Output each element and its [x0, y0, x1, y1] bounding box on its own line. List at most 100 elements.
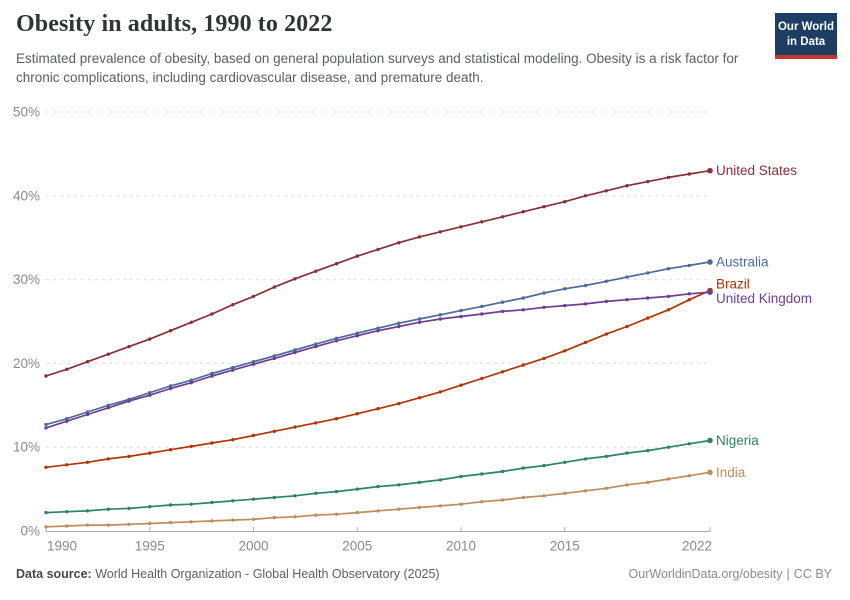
data-point-india-2015[interactable] — [563, 491, 567, 495]
data-point-brazil-2009[interactable] — [438, 390, 442, 394]
data-point-united-states-1996[interactable] — [168, 329, 173, 333]
data-point-australia-2017[interactable] — [604, 279, 608, 283]
data-point-india-1990[interactable] — [44, 525, 48, 529]
data-point-brazil-2001[interactable] — [272, 429, 276, 433]
data-point-nigeria-2013[interactable] — [521, 466, 525, 470]
data-point-australia-1995[interactable] — [148, 391, 152, 395]
data-point-india-2012[interactable] — [500, 498, 505, 502]
data-point-nigeria-2002[interactable] — [293, 494, 297, 498]
data-point-australia-2013[interactable] — [521, 296, 525, 300]
data-point-nigeria-2009[interactable] — [438, 478, 442, 482]
data-point-united-states-2016[interactable] — [583, 194, 588, 198]
data-point-nigeria-1999[interactable] — [231, 499, 235, 503]
data-point-brazil-1999[interactable] — [231, 438, 235, 442]
data-point-india-2001[interactable] — [272, 515, 276, 520]
data-point-united-states-2008[interactable] — [417, 235, 422, 239]
data-point-australia-2003[interactable] — [314, 342, 318, 346]
data-point-brazil-2015[interactable] — [563, 349, 567, 353]
data-point-nigeria-2011[interactable] — [480, 472, 484, 476]
data-point-nigeria-1993[interactable] — [106, 507, 111, 511]
data-point-brazil-2020[interactable] — [666, 308, 671, 312]
data-point-india-2020[interactable] — [666, 477, 671, 481]
data-point-united-kingdom-2007[interactable] — [397, 324, 401, 329]
data-point-nigeria-2018[interactable] — [625, 451, 629, 455]
data-point-nigeria-2007[interactable] — [397, 483, 401, 487]
data-point-nigeria-2017[interactable] — [604, 454, 608, 459]
data-point-brazil-2010[interactable] — [459, 383, 463, 387]
data-point-united-states-1991[interactable] — [65, 367, 69, 371]
data-point-united-states-2009[interactable] — [438, 230, 442, 234]
data-point-australia-2007[interactable] — [397, 321, 401, 325]
data-point-india-2010[interactable] — [459, 502, 463, 506]
data-point-united-kingdom-1997[interactable] — [189, 381, 193, 385]
data-point-united-kingdom-2001[interactable] — [272, 356, 276, 361]
series-line-nigeria[interactable] — [45, 439, 711, 514]
data-point-united-kingdom-2014[interactable] — [542, 305, 546, 309]
data-point-nigeria-1991[interactable] — [65, 510, 69, 514]
series-label-australia[interactable]: Australia — [716, 255, 769, 270]
data-point-united-states-2013[interactable] — [521, 210, 525, 214]
data-point-india-1995[interactable] — [148, 521, 152, 526]
data-point-united-kingdom-2000[interactable] — [251, 362, 256, 366]
data-point-united-states-1994[interactable] — [127, 344, 131, 349]
data-point-australia-2021[interactable] — [687, 263, 691, 268]
data-point-brazil-2012[interactable] — [500, 370, 505, 374]
data-point-india-2007[interactable] — [397, 507, 401, 511]
data-point-united-states-2012[interactable] — [500, 215, 505, 219]
data-point-united-kingdom-1991[interactable] — [65, 419, 69, 423]
data-point-india-2017[interactable] — [604, 486, 608, 490]
data-point-india-2009[interactable] — [438, 504, 442, 508]
data-point-united-states-2000[interactable] — [251, 294, 256, 299]
data-point-united-states-2017[interactable] — [604, 189, 608, 193]
data-point-united-kingdom-1992[interactable] — [85, 412, 90, 417]
data-point-brazil-2004[interactable] — [334, 417, 339, 421]
data-point-nigeria-2010[interactable] — [459, 474, 463, 479]
data-point-nigeria-2005[interactable] — [355, 487, 359, 491]
data-point-united-kingdom-1998[interactable] — [210, 374, 214, 378]
data-point-united-states-2011[interactable] — [480, 220, 484, 224]
data-point-nigeria-2019[interactable] — [646, 448, 650, 453]
data-point-brazil-1994[interactable] — [127, 454, 131, 459]
data-point-australia-2009[interactable] — [438, 313, 442, 317]
data-point-united-states-2007[interactable] — [397, 241, 401, 245]
data-point-united-kingdom-1996[interactable] — [168, 386, 173, 391]
data-point-brazil-1991[interactable] — [65, 463, 69, 467]
series-label-united-kingdom[interactable]: United Kingdom — [716, 291, 812, 306]
data-point-india-2003[interactable] — [314, 513, 318, 517]
data-point-brazil-2011[interactable] — [480, 376, 484, 381]
data-point-nigeria-2008[interactable] — [417, 480, 422, 485]
owid-link[interactable]: OurWorldinData.org/obesity — [628, 567, 783, 581]
data-point-united-kingdom-2018[interactable] — [625, 298, 629, 302]
data-point-india-1997[interactable] — [189, 520, 193, 524]
data-point-brazil-2021[interactable] — [687, 298, 691, 302]
data-point-australia-1999[interactable] — [231, 365, 235, 370]
data-point-united-states-2001[interactable] — [272, 285, 276, 289]
series-label-united-states[interactable]: United States — [716, 163, 797, 178]
data-point-india-1991[interactable] — [65, 524, 69, 528]
data-point-united-kingdom-2005[interactable] — [355, 334, 359, 338]
data-point-india-1998[interactable] — [210, 519, 214, 523]
data-point-nigeria-2021[interactable] — [687, 442, 691, 446]
data-point-australia-2006[interactable] — [376, 326, 380, 330]
data-point-india-2004[interactable] — [334, 512, 339, 516]
data-point-australia-2004[interactable] — [334, 336, 339, 340]
data-point-india-2005[interactable] — [355, 510, 359, 515]
data-point-united-kingdom-2008[interactable] — [417, 320, 422, 324]
data-point-nigeria-1995[interactable] — [148, 505, 152, 509]
data-point-nigeria-2014[interactable] — [542, 463, 546, 468]
data-point-brazil-2016[interactable] — [583, 340, 588, 345]
series-line-brazil[interactable] — [45, 289, 711, 469]
data-point-united-kingdom-2015[interactable] — [563, 303, 567, 308]
data-point-australia-1991[interactable] — [65, 417, 69, 421]
data-point-united-kingdom-2012[interactable] — [500, 309, 505, 314]
data-point-brazil-2005[interactable] — [355, 412, 359, 416]
data-point-united-states-1998[interactable] — [210, 312, 214, 316]
data-point-australia-2002[interactable] — [293, 348, 297, 352]
data-point-united-kingdom-1994[interactable] — [127, 399, 131, 403]
data-point-united-kingdom-2020[interactable] — [666, 294, 671, 299]
data-point-united-kingdom-2002[interactable] — [293, 350, 297, 355]
data-point-united-kingdom-1999[interactable] — [231, 368, 235, 372]
data-point-united-states-2020[interactable] — [666, 175, 671, 180]
data-point-australia-1992[interactable] — [85, 410, 90, 414]
data-point-united-states-1993[interactable] — [106, 352, 111, 356]
